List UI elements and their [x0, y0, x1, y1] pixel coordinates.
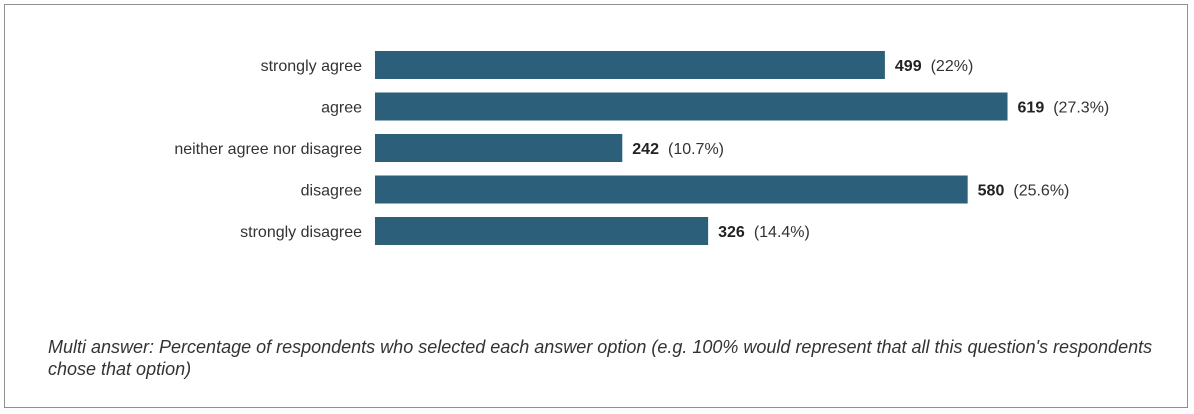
- category-label-strongly-disagree: strongly disagree: [240, 224, 362, 241]
- bar-agree: [375, 92, 1008, 121]
- category-label-agree: agree: [321, 100, 362, 117]
- category-label-strongly-agree: strongly agree: [261, 58, 362, 75]
- value-count-strongly-agree: 499: [895, 58, 922, 75]
- chart-footnote: Multi answer: Percentage of respondents …: [48, 337, 1153, 379]
- value-label-disagree: 580 (25.6%): [978, 183, 1070, 200]
- value-label-neither-agree-nor-disagree: 242 (10.7%): [632, 141, 724, 158]
- value-percent-neither-agree-nor-disagree: (10.7%): [668, 141, 724, 158]
- bar-neither-agree-nor-disagree: [375, 134, 623, 162]
- bar-strongly-disagree: [375, 217, 709, 245]
- value-count-strongly-disagree: 326: [718, 224, 745, 241]
- value-label-agree: 619 (27.3%): [1018, 100, 1110, 117]
- value-percent-agree: (27.3%): [1053, 100, 1109, 117]
- value-count-neither-agree-nor-disagree: 242: [632, 141, 659, 158]
- value-percent-strongly-agree: (22%): [931, 58, 974, 75]
- category-label-disagree: disagree: [301, 183, 362, 200]
- bar-strongly-agree: [375, 51, 885, 79]
- category-label-neither-agree-nor-disagree: neither agree nor disagree: [174, 141, 362, 158]
- bar-chart: strongly agree 499 (22%) agree 619 (27.3%) nei…: [174, 51, 1110, 245]
- value-count-disagree: 580: [978, 183, 1005, 200]
- bar-disagree: [375, 175, 968, 204]
- value-label-strongly-agree: 499 (22%): [895, 58, 973, 75]
- value-percent-strongly-disagree: (14.4%): [754, 224, 810, 241]
- value-percent-disagree: (25.6%): [1013, 183, 1069, 200]
- value-label-strongly-disagree: 326 (14.4%): [718, 224, 810, 241]
- value-count-agree: 619: [1018, 100, 1045, 117]
